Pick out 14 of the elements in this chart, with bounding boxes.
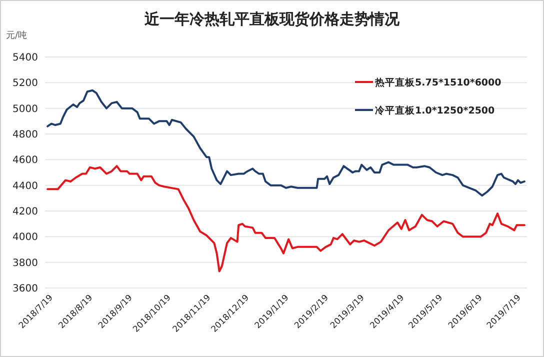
chart-title: 近一年冷热轧平直板现货价格走势情况 [144,10,400,28]
y-tick-label: 4600 [12,155,38,166]
y-tick-label: 4000 [12,232,38,244]
y-axis-title: 元/吨 [6,30,28,41]
y-tick-label: 4400 [12,180,38,192]
y-tick-label: 4800 [12,130,38,140]
y-tick-label: 5400 [12,52,38,64]
y-tick-label: 5000 [12,104,38,115]
y-tick-label: 4200 [12,206,38,218]
y-tick-label: 3600 [12,284,38,294]
legend-label: 冷平直板1.0*1250*2500 [375,104,496,116]
legend-label: 热平直板5.75*1510*6000 [374,76,502,88]
y-tick-label: 3800 [12,258,38,269]
y-tick-label: 5200 [12,78,38,90]
